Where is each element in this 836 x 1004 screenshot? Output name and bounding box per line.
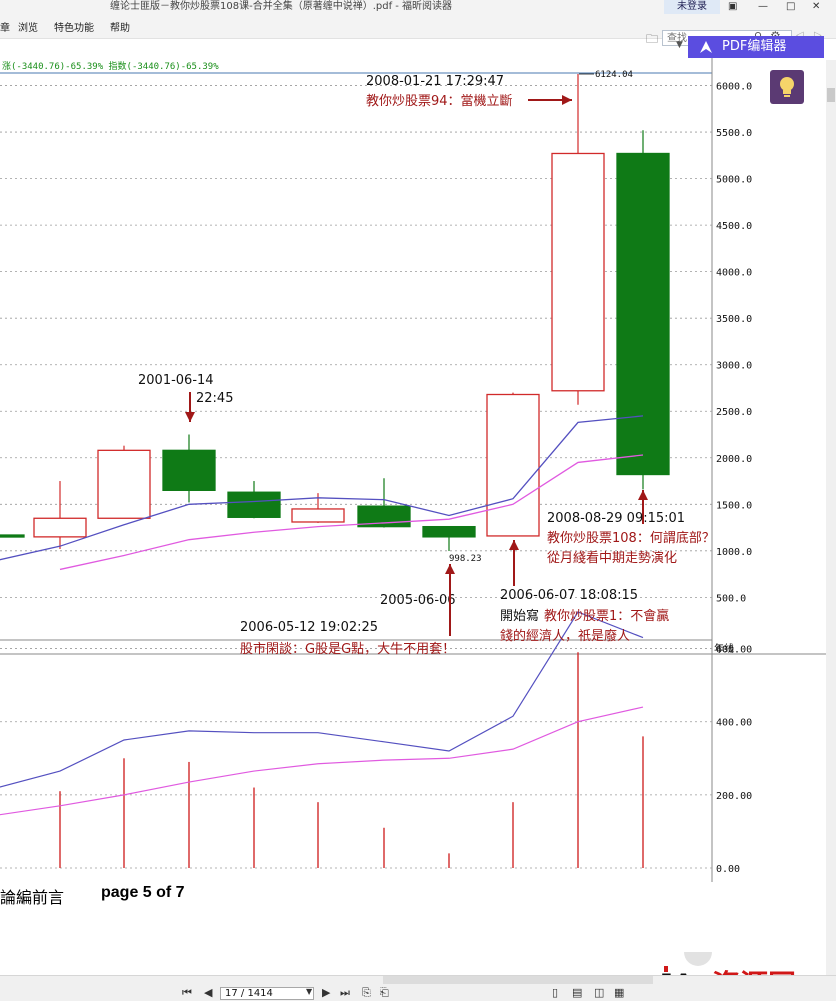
previous-view-icon[interactable]: ⎘ [362,986,371,999]
price-tick-label: 5500.0 [716,128,752,139]
next-page-icon[interactable]: ▶ [322,986,331,999]
footer-section-text: 論編前言 [0,890,65,907]
annotation-arrow-2006-06-07-head [509,540,519,550]
continuous-view-icon[interactable]: ▤ [572,986,583,999]
annotation-arrow-2001-06-14-head [185,412,195,422]
annotation-text-lesson-108-cont: 從月綫看中期走勢演化 [547,550,677,566]
pdf-editor-label: PDF编辑器 [722,39,787,54]
low-price-label: 998.23 [449,554,482,564]
menu-item-features[interactable]: 特色功能 [54,23,94,34]
volume-ma-short-line [0,611,644,788]
price-tick-label: 3000.0 [716,361,752,372]
candle-up [97,449,151,519]
stock-chart: 涨(-3440.76)-65.39% 指数(-3440.76)-65.39% 年… [0,58,826,882]
horizontal-scrollbar[interactable] [383,976,653,984]
price-ma-long-line [59,454,644,571]
page-dropdown-icon[interactable]: ▼ [306,987,313,996]
price-tick-label: 5000.0 [716,175,752,186]
annotation-arrow-2008-01-21-head [562,95,572,105]
annotation-date-2008-08-29: 2008-08-29 09:15:01 [547,511,685,526]
lightbulb-icon [780,77,794,97]
folder-icon[interactable]: 🗀 [646,32,659,46]
candle-down [162,449,216,491]
vertical-scroll-thumb[interactable] [827,88,835,102]
menu-item-browse[interactable]: 浏览 [18,23,38,34]
facing-view-icon[interactable]: ◫ [594,986,605,999]
next-view-icon[interactable]: ⎗ [380,986,389,999]
volume-tick-label: 400.00 [716,718,752,729]
menu-item-help[interactable]: 帮助 [110,23,130,34]
price-tick-label: 4000.0 [716,268,752,279]
volume-tick-label: 600.00 [716,645,752,656]
minimize-button[interactable]: — [758,1,768,12]
price-ma-short-line [0,415,644,561]
high-price-label: 6124.04 [595,70,633,80]
single-page-view-icon[interactable]: ▯ [552,986,559,999]
price-tick-label: 3500.0 [716,314,752,325]
annotation-text-lesson-94: 教你炒股票94：當機立斷 [366,93,513,109]
annotation-arrow-2008-08-29-head [638,490,648,500]
menu-item-file[interactable]: 章 [0,23,10,34]
price-tick-label: 4500.0 [716,221,752,232]
candle-down [227,491,281,518]
bottom-toolbar: ⏮ ◀ 17 / 1414 ▼ ▶ ⏭ ⎘ ⎗ ▯ ▤ ◫ ▦ [0,975,836,1001]
candle-down [357,505,411,528]
dropdown-arrow-icon[interactable]: ▼ [676,40,683,50]
candle-up [33,517,87,538]
candle-up [551,152,605,392]
annotation-text-lesson-108: 教你炒股票108：何謂底部？ [547,530,715,546]
window-titlebar: 缠论士匪版－教你炒股票108课-合并全集（原著缠中说禅）.pdf - 福昕阅读器… [0,0,836,14]
maximize-button[interactable]: □ [786,1,796,12]
annotation-text-lesson-1: 教你炒股票1：不會贏 [544,608,669,624]
period-label: 年线 [714,642,734,655]
candle-down [422,525,476,538]
close-button[interactable]: ✕ [812,1,821,12]
volume-tick-label: 200.00 [716,791,752,802]
chart-header-label: 涨(-3440.76)-65.39% 指数(-3440.76)-65.39% [2,60,219,72]
price-tick-label: 1500.0 [716,500,752,511]
annotation-text-start-writing: 開始寫 [500,608,539,624]
footer-page-text: page 5 of 7 [101,884,185,901]
annotation-text-lesson-1-cont: 錢的經濟人，祇是廢人 [500,628,630,644]
annotation-arrow-2005-06-06-head [445,564,455,574]
candle-up [291,508,345,523]
volume-ma-long-line [0,706,644,816]
last-page-icon[interactable]: ⏭ [340,986,350,999]
pdf-editor-button[interactable]: PDF编辑器 [688,36,824,58]
price-tick-label: 500.0 [716,593,746,604]
annotation-date-2008-01-21: 2008-01-21 17:29:47 [366,74,504,89]
back-icon[interactable]: ◁ [796,30,804,41]
annotation-date-2006-05-12: 2006-05-12 19:02:25 [240,620,378,635]
previous-page-icon[interactable]: ◀ [204,986,213,999]
candle-down [0,534,25,538]
pdf-editor-logo-icon [700,41,712,53]
annotation-time-2001-06-14: 22:45 [196,391,233,406]
price-tick-label: 1000.0 [716,547,752,558]
page-number-field[interactable]: 17 / 1414 [220,987,314,1000]
price-tick-label: 2000.0 [716,454,752,465]
first-page-icon[interactable]: ⏮ [182,986,192,999]
annotation-text-g-stock: 股市閑談：G股是G點，大牛不用套！ [240,641,455,657]
vertical-scrollbar[interactable] [826,60,836,975]
skin-icon[interactable]: ▣ [728,1,738,12]
price-tick-label: 6000.0 [716,82,752,93]
price-tick-label: 2500.0 [716,407,752,418]
annotation-date-2005-06-06: 2005-06-06 [380,593,456,608]
window-title: 缠论士匪版－教你炒股票108课-合并全集（原著缠中说禅）.pdf - 福昕阅读器 [110,1,453,12]
candle-down [616,152,670,476]
candle-up [486,393,540,537]
forward-icon[interactable]: ▷ [814,30,822,41]
volume-tick-label: 0.00 [716,864,740,875]
annotation-date-2006-06-07: 2006-06-07 18:08:15 [500,588,638,603]
login-button[interactable]: 未登录 [664,0,720,14]
annotation-date-2001-06-14: 2001-06-14 [138,373,214,388]
tips-button[interactable] [770,70,804,104]
cover-view-icon[interactable]: ▦ [614,986,625,999]
